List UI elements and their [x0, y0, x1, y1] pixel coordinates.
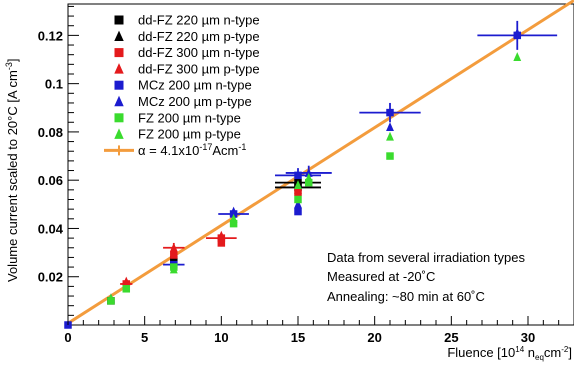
data-point	[294, 180, 302, 189]
x-tick-label: 10	[214, 330, 228, 345]
data-point	[386, 108, 394, 117]
data-point	[304, 172, 313, 182]
data-point	[122, 285, 131, 293]
data-point	[513, 28, 522, 37]
y-tick-label: 0.02	[38, 270, 63, 285]
annotation-line-2: Measured at -20˚C	[327, 269, 435, 284]
fit-line	[67, 0, 574, 325]
legend-label: dd-FZ 220 µm n-type	[138, 13, 260, 28]
legend-label: dd-FZ 220 µm p-type	[138, 29, 260, 44]
legend-label: dd-FZ 300 µm p-type	[138, 61, 260, 76]
series-points	[122, 184, 302, 286]
legend-marker	[114, 48, 124, 58]
data-point	[294, 171, 302, 180]
data-point	[170, 251, 178, 259]
data-point	[229, 219, 238, 228]
legend-marker	[114, 30, 124, 42]
data-point	[304, 168, 313, 177]
y-axis-title: Volume current scaled to 20°C [A cm-3]	[4, 59, 20, 283]
y-axis-title-main: Volume current scaled to 20°C [A cm	[5, 70, 20, 282]
data-point	[294, 195, 302, 204]
x-axis-title-exp: 14	[515, 345, 524, 354]
annotation-line-3: Annealing: ~80 min at 60˚C	[327, 289, 485, 304]
x-tick-label: 20	[367, 330, 381, 345]
x-tick-label: 15	[291, 330, 305, 345]
data-point	[294, 184, 302, 194]
data-point	[229, 213, 238, 223]
legend-label: MCz 200 µm n-type	[138, 78, 252, 93]
x-tick-label: 0	[64, 330, 71, 345]
x-tick-label: 5	[141, 330, 148, 345]
y-tick-label: 0.08	[38, 125, 63, 140]
x-axis-title-n: n	[524, 345, 535, 360]
data-point	[294, 207, 302, 216]
x-axis-title-sub: eq	[535, 353, 544, 362]
fit-layer	[67, 0, 574, 325]
legend-label: dd-FZ 300 µm n-type	[138, 45, 260, 60]
data-point	[386, 152, 394, 160]
y-tick-label: 0.06	[38, 173, 63, 188]
x-axis-title-end: ]	[568, 345, 572, 360]
series-points	[106, 28, 522, 303]
legend-label: MCz 200 µm p-type	[138, 94, 252, 109]
data-point	[106, 293, 115, 303]
data-point	[386, 131, 394, 141]
data-point	[294, 199, 302, 209]
legend-marker	[114, 128, 124, 139]
data-point	[217, 239, 226, 247]
legend-label: FZ 200 µm p-type	[138, 127, 241, 142]
data-points	[64, 28, 522, 329]
data-point	[170, 256, 178, 264]
legend-marker	[114, 95, 124, 107]
data-point	[169, 264, 178, 274]
annotation-box: Data from several irradiation types Meas…	[327, 250, 525, 304]
legend-marker	[114, 63, 124, 74]
y-tick-label: 0.12	[38, 28, 63, 43]
data-point	[229, 206, 238, 216]
x-axis-title-unit: cm	[544, 345, 561, 360]
series-points	[106, 52, 522, 303]
data-point	[304, 178, 313, 187]
y-tick-label: 0.1	[45, 77, 63, 92]
x-axis-title: Fluence [1014 neqcm-2]	[447, 345, 572, 362]
x-tick-label: 30	[521, 330, 535, 345]
axes: 0 5 10 15 20 25 30 0.02 0.04 0.06 0.08 0.1 0.12	[38, 5, 574, 345]
x-axis-title-unit-exp: -2	[561, 345, 569, 354]
data-point	[513, 52, 522, 62]
series-points	[107, 178, 302, 305]
data-point	[294, 175, 302, 185]
legend-label: FZ 200 µm n-type	[138, 110, 241, 125]
data-point	[217, 230, 226, 240]
legend-marker	[114, 80, 124, 90]
legend-marker	[114, 113, 124, 123]
data-point	[386, 122, 394, 132]
x-axis-title-main: Fluence [10	[447, 345, 515, 360]
legend-marker	[114, 15, 124, 25]
data-point	[122, 276, 131, 286]
plot-area-border	[67, 3, 574, 326]
legend-fit-label: α = 4.1x10-17Acm-1	[138, 142, 246, 158]
data-point	[169, 242, 178, 252]
y-axis-title-exp: -3	[4, 62, 14, 70]
y-tick-label: 0.04	[38, 221, 64, 236]
x-tick-label: 25	[444, 330, 458, 345]
annotation-line-1: Data from several irradiation types	[327, 250, 525, 265]
plot-frame	[67, 3, 574, 326]
y-axis-title-end: ]	[5, 59, 20, 63]
